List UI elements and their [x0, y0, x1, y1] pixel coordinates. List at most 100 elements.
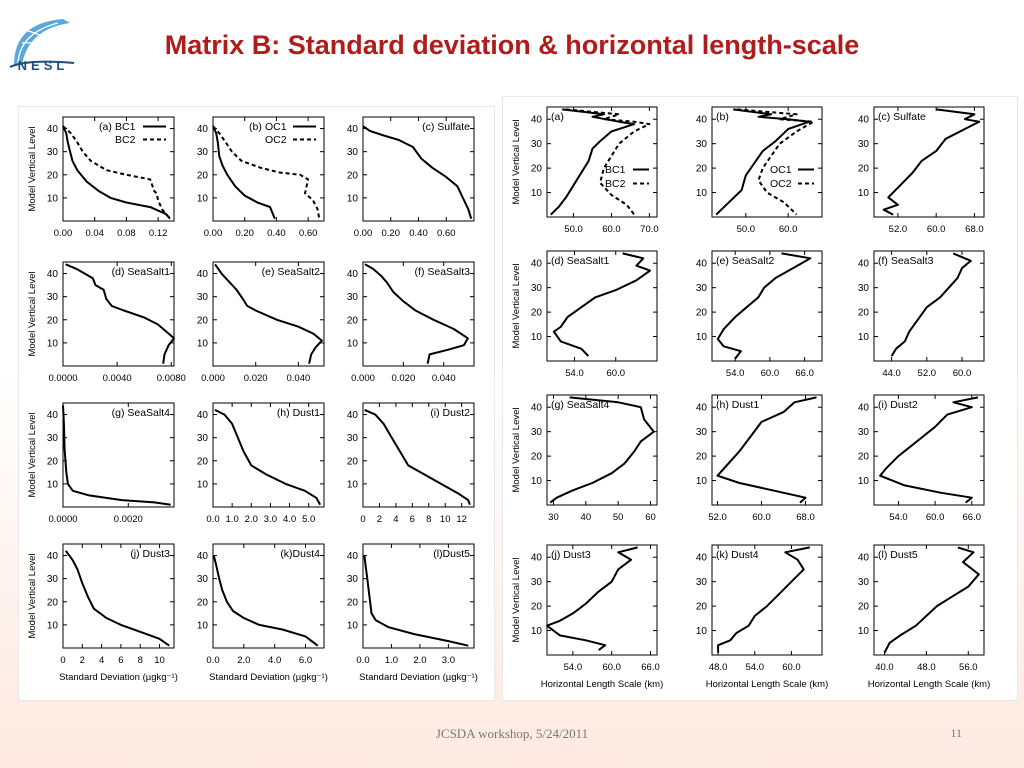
subplot-std-c-sulfate: 10 20 30 40 0.00 0.20 0.40 0.60 (c) Sulfate	[347, 116, 475, 239]
y-tick-label: 20	[347, 315, 359, 326]
plot-frame	[212, 261, 325, 367]
y-tick-label: 10	[531, 332, 543, 343]
length-scale-figure: 10 20 30 40 50.0 60.0 70.0 Model Vertical Level…	[511, 106, 990, 690]
y-tick-label: 40	[47, 124, 59, 135]
y-tick-label: 30	[197, 433, 209, 444]
x-tick-label: 52.0	[889, 224, 908, 235]
plot-frame	[212, 543, 325, 649]
subplot-std-d-seasalt1: 10 20 30 40 0.0000 0.0040 0.0080 Model Vertical…	[27, 261, 186, 384]
y-tick-label: 20	[531, 602, 543, 613]
std-dev-panel: 10 20 30 40 0.00 0.04 0.08 0.12 Model Vertical L…	[18, 106, 495, 701]
subplot-hls-c-sulfate: 10 20 30 40 52.0 60.0 68.0 (c) Sulfate	[858, 106, 985, 235]
panel-label: (g) SeaSalt4	[551, 399, 610, 411]
y-tick-label: 20	[347, 597, 359, 608]
x-tick-label: 3.0	[442, 655, 455, 666]
y-tick-label: 10	[858, 626, 870, 637]
y-tick-label: 10	[347, 193, 359, 204]
panel-label: (g) SeaSalt4	[112, 407, 171, 419]
series-line-oc1	[212, 125, 276, 220]
subplot-hls-d-seasalt1: 10 20 30 40 54.0 60.0 Model Vertical Level (d) …	[511, 250, 658, 379]
x-tick-label: 0.0	[206, 514, 219, 525]
y-axis-label: Model Vertical Level	[27, 553, 38, 638]
series-line-line-0	[364, 263, 469, 364]
x-tick-label: 60.0	[782, 662, 801, 673]
series-line-line-0	[890, 252, 972, 357]
y-tick-label: 20	[858, 308, 870, 319]
y-tick-label: 40	[858, 115, 870, 126]
plot-frame	[711, 106, 823, 218]
x-tick-label: 0.40	[409, 228, 428, 239]
plot-frame	[873, 106, 985, 218]
y-tick-label: 30	[858, 139, 870, 150]
subplot-std-k-dust4: 10 20 30 40 0.0 2.0 4.0 6.0 Standard Deviation (…	[197, 543, 328, 683]
y-tick-label: 10	[347, 479, 359, 490]
subplot-hls-e-seasalt2: 10 20 30 40 54.0 60.0 66.0 (e) SeaSalt2	[696, 250, 823, 379]
series-line-line-0	[214, 409, 322, 506]
y-tick-label: 30	[347, 147, 359, 158]
x-tick-label: 44.0	[882, 368, 901, 379]
y-tick-label: 20	[347, 456, 359, 467]
y-tick-label: 20	[531, 308, 543, 319]
x-tick-label: 48.0	[709, 662, 728, 673]
x-tick-label: 4.0	[283, 514, 296, 525]
panel-label: (l)Dust5	[433, 548, 470, 560]
plot-frame	[212, 116, 325, 222]
series-line-line-0	[362, 125, 473, 219]
y-tick-label: 30	[696, 577, 708, 588]
y-tick-label: 30	[47, 433, 59, 444]
x-tick-label: 50	[613, 512, 624, 523]
y-tick-label: 40	[197, 269, 209, 280]
y-tick-label: 10	[47, 479, 59, 490]
y-tick-label: 10	[858, 332, 870, 343]
panel-label: (h) Dust1	[716, 399, 759, 411]
x-tick-label: 60.0	[602, 224, 621, 235]
series-line-line-0	[549, 396, 655, 504]
y-axis-label: Model Vertical Level	[27, 271, 38, 356]
x-tick-label: 60.0	[953, 368, 972, 379]
subplot-std-l-dust5: 10 20 30 40 0.0 1.0 2.0 3.0 Standard Deviation (…	[347, 543, 478, 683]
y-tick-label: 30	[531, 427, 543, 438]
x-tick-label: 6	[410, 514, 415, 525]
subplot-hls-b: 10 20 30 40 50.0 60.0 (b) OC1 OC2	[696, 106, 823, 235]
x-tick-label: 50.0	[737, 224, 756, 235]
y-tick-label: 10	[47, 338, 59, 349]
y-tick-label: 10	[197, 479, 209, 490]
y-tick-label: 40	[47, 551, 59, 562]
x-tick-label: 5.0	[302, 514, 315, 525]
y-tick-label: 30	[47, 292, 59, 303]
y-tick-label: 10	[531, 626, 543, 637]
y-axis-label: Model Vertical Level	[511, 263, 522, 348]
x-tick-label: 0.60	[299, 228, 318, 239]
y-tick-label: 30	[47, 147, 59, 158]
y-tick-label: 40	[696, 115, 708, 126]
y-tick-label: 10	[47, 620, 59, 631]
y-tick-label: 40	[347, 410, 359, 421]
y-tick-label: 20	[47, 170, 59, 181]
x-tick-label: 60.0	[602, 662, 621, 673]
x-tick-label: 0.040	[286, 373, 310, 384]
series-line-line-0	[879, 396, 979, 504]
y-tick-label: 10	[696, 188, 708, 199]
x-tick-label: 60.0	[607, 368, 626, 379]
y-tick-label: 40	[47, 410, 59, 421]
plot-frame	[362, 402, 475, 508]
series-line-line-0	[364, 408, 471, 506]
series-line-bc2	[565, 108, 651, 216]
x-tick-label: 0.0000	[48, 514, 77, 525]
plot-frame	[546, 394, 658, 506]
series-line-line-0	[717, 546, 810, 653]
y-axis-label: Model Vertical Level	[27, 126, 38, 211]
x-tick-label: 54.0	[565, 368, 584, 379]
panel-label: (k) Dust4	[716, 549, 759, 561]
subplot-std-e-seasalt2: 10 20 30 40 0.000 0.020 0.040 (e) SeaSalt2	[197, 261, 325, 384]
plot-frame	[873, 250, 985, 362]
y-tick-label: 30	[197, 147, 209, 158]
series-line-line-0	[546, 546, 638, 651]
y-tick-label: 30	[347, 292, 359, 303]
x-tick-label: 0.12	[149, 228, 168, 239]
panel-label: (i) Dust2	[430, 407, 470, 419]
y-tick-label: 10	[197, 620, 209, 631]
panel-label: (j) Dust3	[551, 549, 591, 561]
y-tick-label: 10	[858, 476, 870, 487]
logo-text: NESL	[17, 58, 69, 73]
